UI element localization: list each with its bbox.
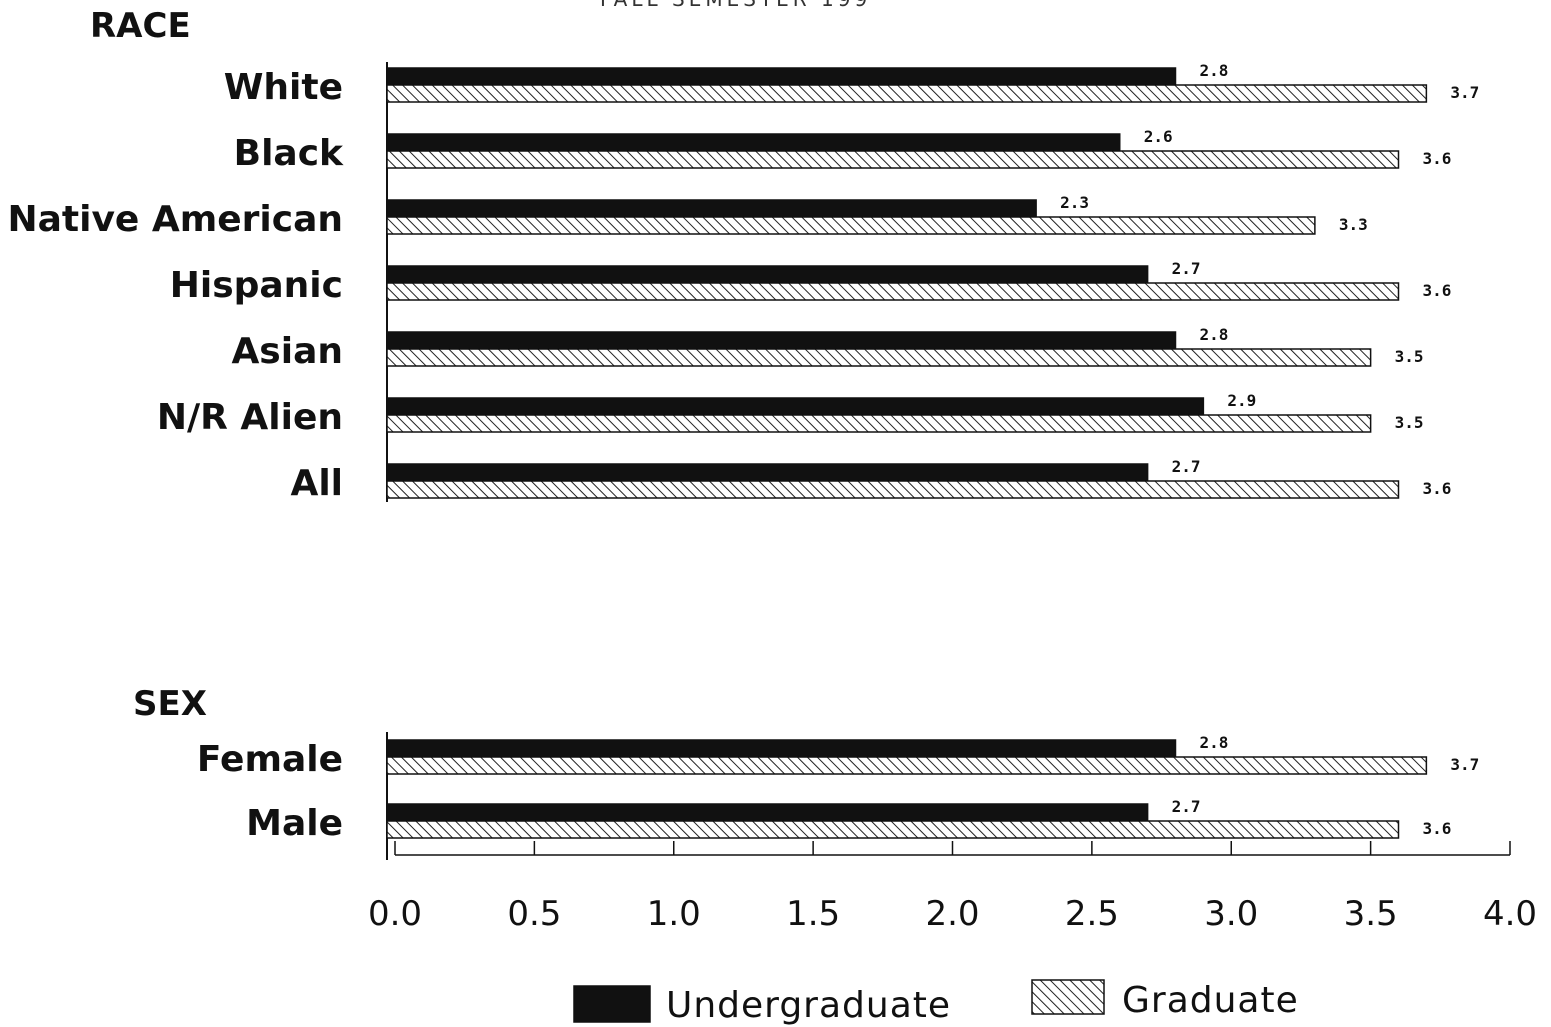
bar-undergraduate-all [386,463,1149,482]
bar-undergraduate-male [386,803,1149,822]
legend-swatch-undergraduate [573,985,651,1023]
category-label-n-r-alien: N/R Alien [157,397,343,438]
x-tick-label: 0.0 [368,894,422,934]
bar-graduate-all [386,480,1400,499]
bar-graduate-male [386,820,1400,839]
group-title-race: RACE [90,6,191,46]
value-label-graduate-native-american: 3.3 [1339,215,1368,234]
category-label-all: All [290,463,343,504]
value-label-undergraduate-black: 2.6 [1144,127,1173,146]
bar-undergraduate-black [386,133,1121,152]
value-label-graduate-asian: 3.5 [1395,347,1424,366]
bar-graduate-n-r-alien [386,414,1372,433]
value-label-undergraduate-hispanic: 2.7 [1172,259,1201,278]
x-tick-label: 3.5 [1344,894,1398,934]
category-label-male: Male [246,803,343,844]
value-label-undergraduate-white: 2.8 [1200,61,1229,80]
value-label-undergraduate-female: 2.8 [1200,733,1229,752]
bar-undergraduate-asian [386,331,1177,350]
x-tick-label: 4.0 [1483,894,1537,934]
category-label-black: Black [234,133,344,174]
legend-swatch-graduate [1031,979,1105,1015]
x-tick-label: 1.0 [647,894,701,934]
bar-graduate-asian [386,348,1372,367]
category-label-asian: Asian [231,331,343,372]
category-label-white: White [224,67,343,108]
x-tick-label: 2.0 [925,894,979,934]
value-label-graduate-n-r-alien: 3.5 [1395,413,1424,432]
x-tick-label: 1.5 [786,894,840,934]
value-label-graduate-white: 3.7 [1450,83,1479,102]
bar-graduate-native-american [386,216,1316,235]
bar-graduate-black [386,150,1400,169]
value-label-undergraduate-asian: 2.8 [1200,325,1229,344]
bar-graduate-hispanic [386,282,1400,301]
category-label-native-american: Native American [7,199,343,240]
x-tick-label: 3.0 [1204,894,1258,934]
value-label-graduate-hispanic: 3.6 [1423,281,1452,300]
value-label-undergraduate-all: 2.7 [1172,457,1201,476]
bar-undergraduate-white [386,67,1177,86]
value-label-graduate-male: 3.6 [1423,819,1452,838]
legend-label-undergraduate: Undergraduate [666,985,951,1026]
value-label-graduate-all: 3.6 [1423,479,1452,498]
value-label-undergraduate-n-r-alien: 2.9 [1227,391,1256,410]
bar-undergraduate-hispanic [386,265,1149,284]
legend-label-graduate: Graduate [1122,980,1299,1021]
plot-area: RACE White 2.8 3.7 Black 2.6 3.6 Native America… [7,6,1537,1026]
bar-graduate-female [386,756,1428,775]
value-label-graduate-female: 3.7 [1450,755,1479,774]
bar-undergraduate-n-r-alien [386,397,1205,416]
category-label-hispanic: Hispanic [170,265,343,306]
x-tick-label: 2.5 [1065,894,1119,934]
chart-title: FALL SEMESTER 199 [600,0,871,11]
group-title-sex: SEX [133,684,207,724]
bar-graduate-white [386,84,1428,103]
value-label-undergraduate-native-american: 2.3 [1060,193,1089,212]
value-label-undergraduate-male: 2.7 [1172,797,1201,816]
category-label-female: Female [197,739,343,780]
bar-undergraduate-female [386,739,1177,758]
x-tick-label: 0.5 [507,894,561,934]
value-label-graduate-black: 3.6 [1423,149,1452,168]
bar-undergraduate-native-american [386,199,1037,218]
